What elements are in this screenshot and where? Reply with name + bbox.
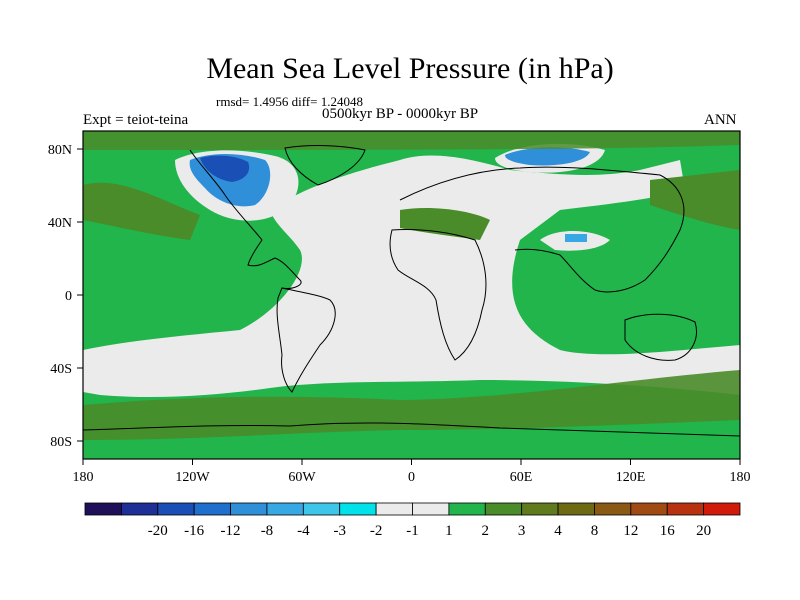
lon-tick-120e: 120E (616, 470, 646, 485)
lat-tick-40s: 40S (50, 362, 72, 377)
colorbar-label: 8 (591, 523, 599, 539)
colorbar-box (339, 502, 377, 516)
colorbar-label: 12 (623, 523, 638, 539)
colorbar-box (630, 502, 668, 516)
atlantic-neutral-region (83, 155, 740, 398)
colorbar-box (230, 502, 268, 516)
colorbar-box (448, 502, 486, 516)
colorbar-box (666, 502, 705, 516)
lon-axis (82, 459, 741, 465)
lon-tick-60e: 60E (510, 470, 533, 485)
colorbar-label: -12 (221, 523, 241, 539)
tibet-low (565, 234, 587, 242)
colorbar-box (157, 502, 195, 516)
experiment-label: Expt = teiot-teina (83, 112, 189, 128)
colorbar-box (266, 502, 304, 516)
colorbar-label: 4 (554, 523, 562, 539)
colorbar-box (84, 502, 122, 516)
colorbar-label: 2 (482, 523, 490, 539)
lat-tick-80n: 80N (48, 143, 72, 158)
colorbar-labels: -20 -16 -12 -8 -4 -3 -2 -1 1 2 3 4 8 12 16 20 (148, 523, 711, 539)
colorbar (84, 502, 741, 516)
colorbar-box (594, 502, 632, 516)
antarctica-coast (83, 422, 740, 437)
west-pacific-band (650, 170, 740, 230)
arctic-band (83, 131, 740, 150)
colorbar-box (120, 502, 159, 516)
colorbar-box (484, 502, 523, 516)
north-america-low-deep (200, 155, 250, 182)
lat-tick-40n: 40N (48, 216, 72, 231)
lon-tick-180e: 180 (730, 470, 751, 485)
lat-tick-0: 0 (65, 289, 72, 304)
chart-title: Mean Sea Level Pressure (in hPa) (206, 52, 614, 85)
colorbar-label: 3 (518, 523, 526, 539)
pressure-field (83, 131, 740, 459)
north-pacific-band (83, 182, 200, 240)
greenland-coast (284, 145, 366, 186)
lon-tick-60w: 60W (288, 470, 316, 485)
colorbar-label: -4 (297, 523, 310, 539)
africa-coast (389, 229, 487, 361)
colorbar-box (521, 502, 559, 516)
north-america-coast (189, 149, 302, 289)
lat-axis (77, 148, 83, 442)
colorbar-box (302, 502, 341, 516)
south-america-coast (276, 287, 336, 393)
colorbar-box (412, 502, 450, 516)
period-label: 0500kyr BP - 0000kyr BP (322, 106, 479, 122)
colorbar-label: -8 (261, 523, 274, 539)
lon-tick-0: 0 (408, 470, 415, 485)
colorbar-label: 16 (660, 523, 676, 539)
coastlines (83, 145, 740, 437)
colorbar-label: -16 (184, 523, 204, 539)
colorbar-box (375, 502, 413, 516)
southern-ocean-band (83, 370, 740, 440)
colorbar-box (193, 502, 231, 516)
colorbar-label: -1 (406, 523, 419, 539)
lat-tick-80s: 80S (50, 435, 72, 450)
colorbar-label: 1 (445, 523, 453, 539)
colorbar-label: -20 (148, 523, 168, 539)
stats-line: rmsd= 1.4956 diff= 1.24048 (216, 94, 363, 109)
eurasia-coast (399, 166, 685, 293)
season-label: ANN (704, 112, 737, 128)
colorbar-box (703, 502, 741, 516)
colorbar-label: -2 (370, 523, 383, 539)
lon-tick-180w: 180 (73, 470, 94, 485)
colorbar-label: -3 (333, 523, 346, 539)
colorbar-label: 20 (696, 523, 711, 539)
east-atlantic-band (400, 208, 490, 240)
siberia-low-core (505, 147, 590, 166)
lon-tick-120w: 120W (175, 470, 210, 485)
colorbar-box (557, 502, 595, 516)
australia-coast (624, 313, 697, 361)
